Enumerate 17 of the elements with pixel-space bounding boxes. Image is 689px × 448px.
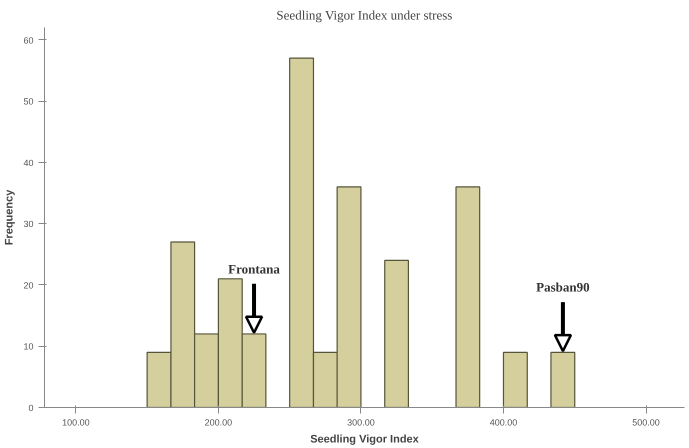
chart-title: Seedling Vigor Index under stress bbox=[276, 8, 452, 22]
x-tick-label: 100.00 bbox=[62, 418, 90, 428]
y-tick-label: 50 bbox=[23, 96, 34, 107]
annotation: Pasban90 bbox=[536, 280, 590, 295]
x-tick-label: 500.00 bbox=[632, 418, 660, 428]
x-tick-label: 300.00 bbox=[347, 418, 375, 428]
y-tick-label: 10 bbox=[23, 342, 34, 352]
y-tick-label: 40 bbox=[23, 158, 34, 168]
y-tick-label: 60 bbox=[23, 35, 34, 46]
y-tick-label: 30 bbox=[23, 219, 34, 230]
y-axis-title: Frequency bbox=[3, 188, 16, 246]
y-tick-label: 20 bbox=[23, 280, 34, 290]
y-tick-label: 0 bbox=[28, 403, 34, 413]
x-tick-label: 200.00 bbox=[204, 418, 232, 428]
annotation: Frontana bbox=[228, 261, 280, 276]
x-tick-label: 400.00 bbox=[490, 418, 518, 428]
x-axis-title: Seedling Vigor Index bbox=[310, 434, 420, 446]
